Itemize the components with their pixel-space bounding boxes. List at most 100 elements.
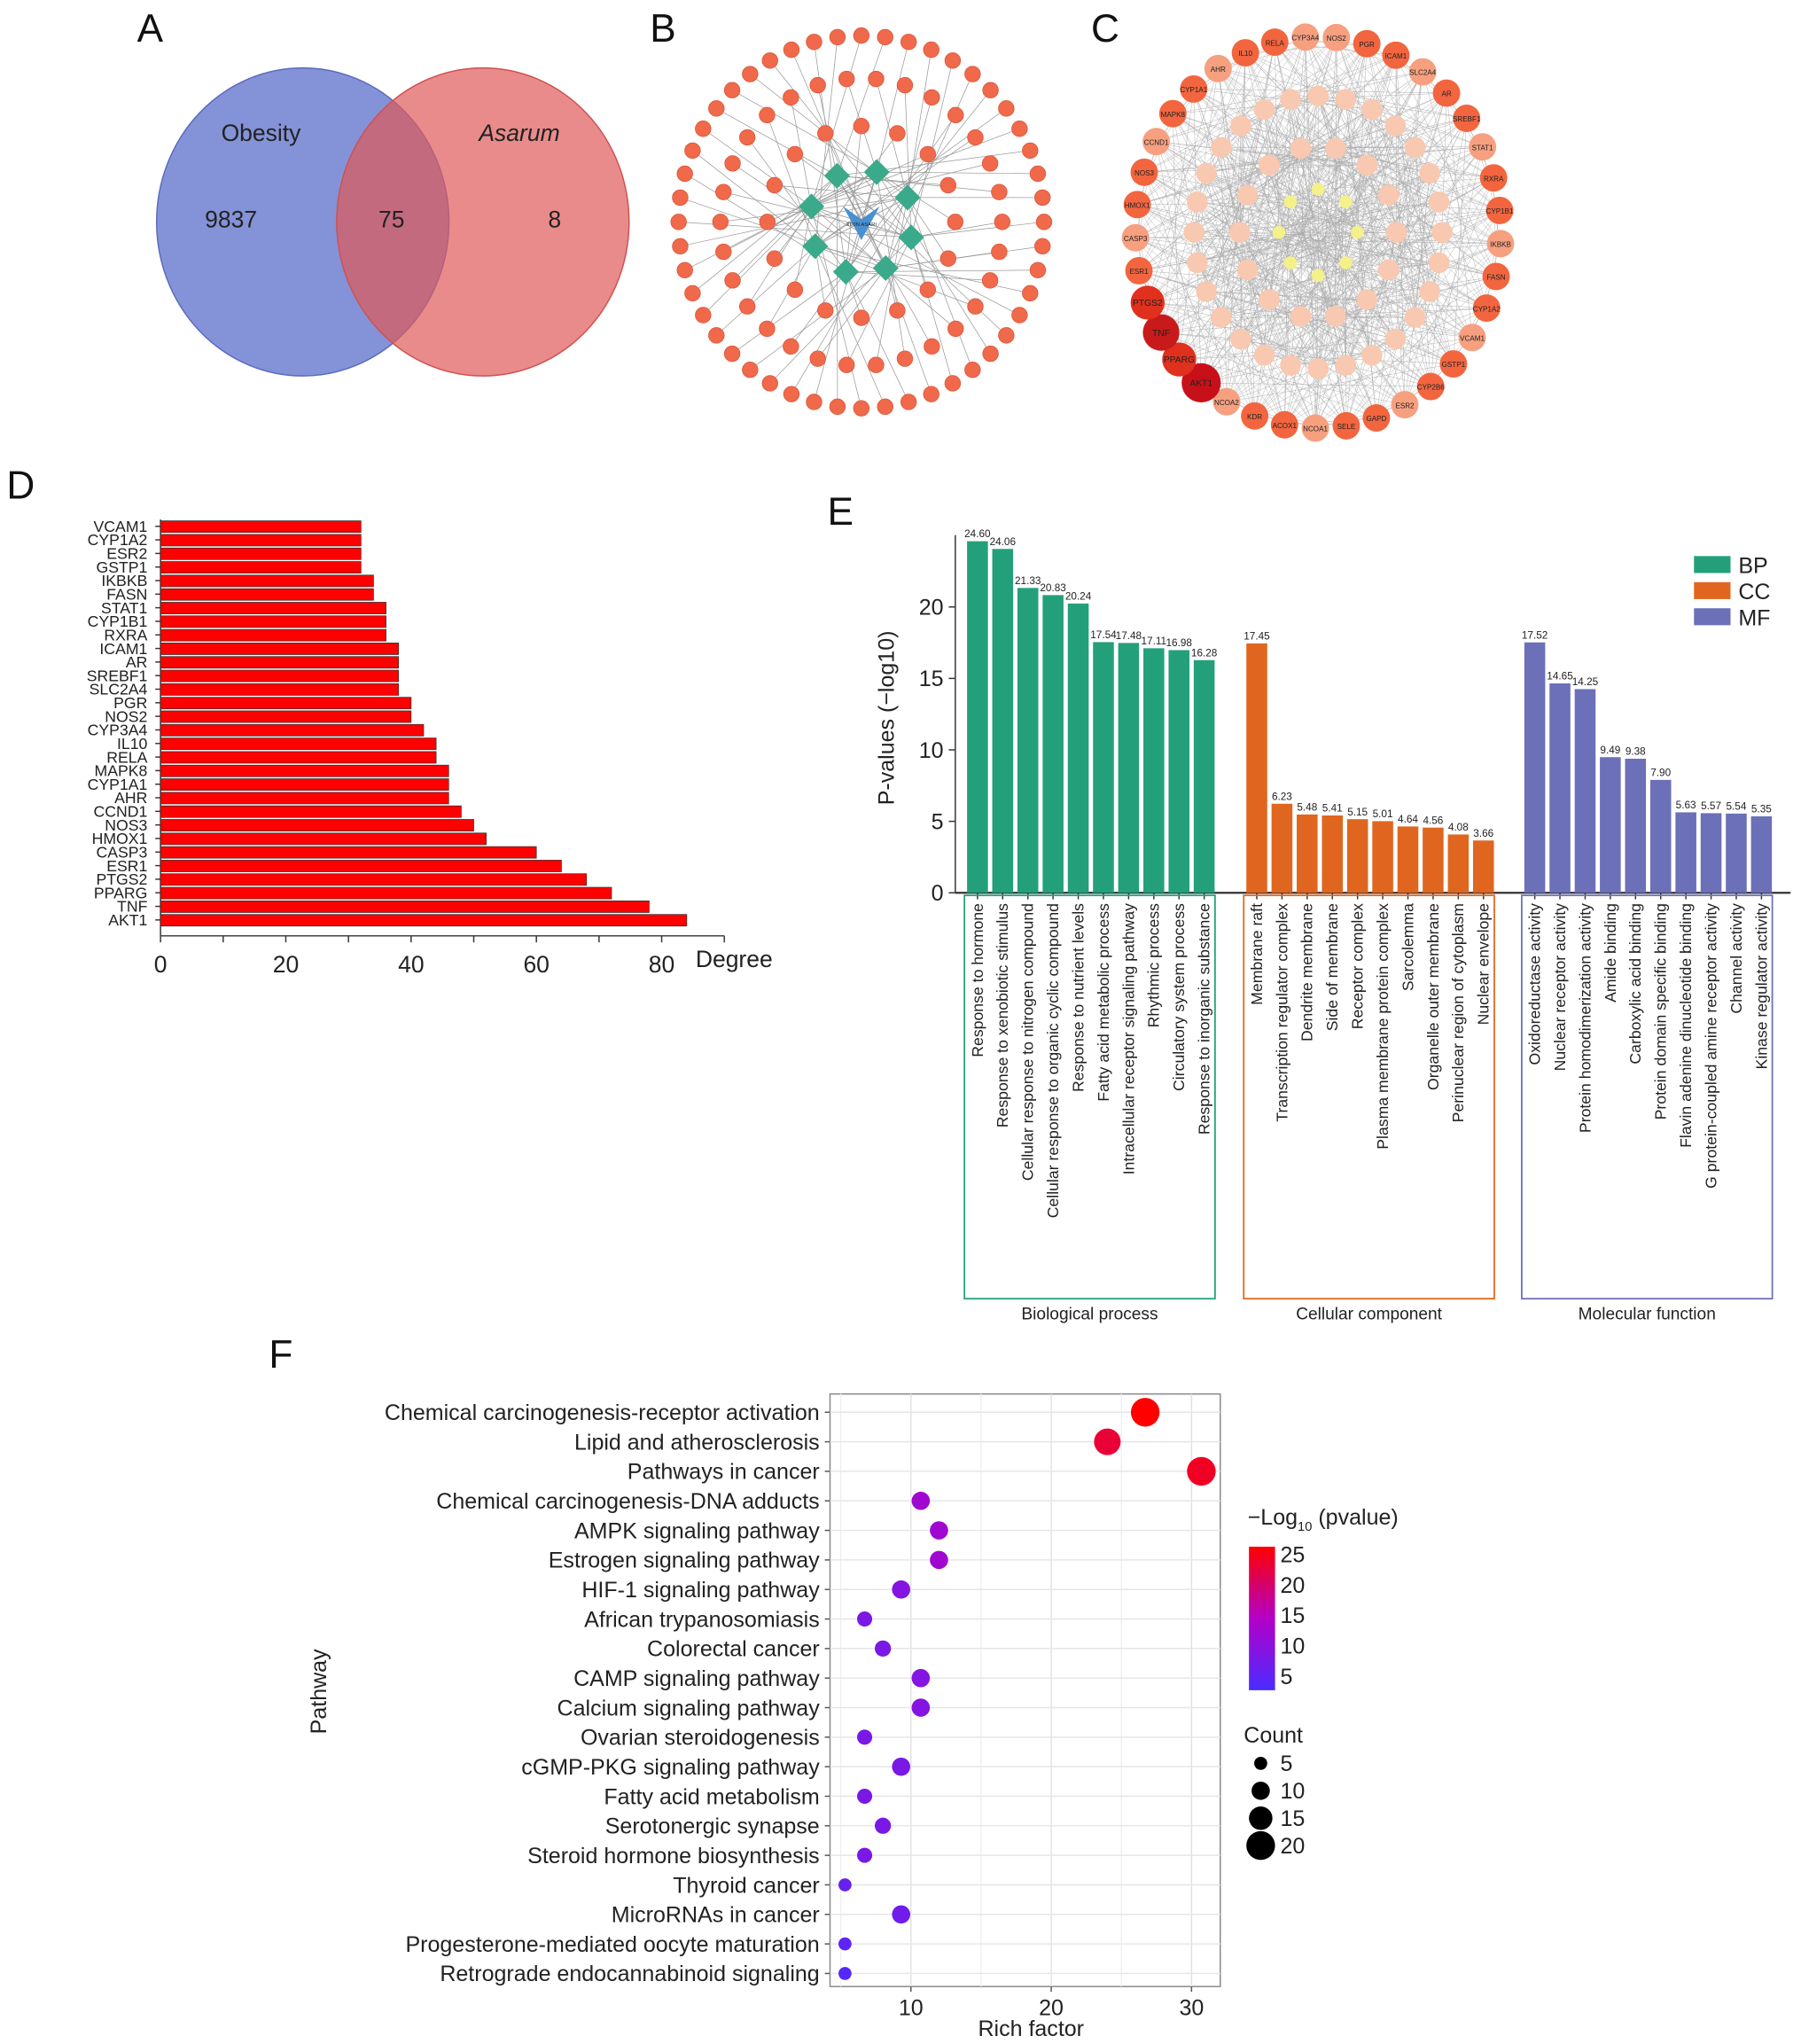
category-label: Channel activity xyxy=(1727,903,1745,1014)
hub-node-label: AR xyxy=(1441,90,1451,98)
inner-node xyxy=(1356,289,1378,310)
target-node xyxy=(896,76,914,94)
data-point xyxy=(911,1491,931,1510)
y-tick-label: RELA xyxy=(106,748,147,766)
network-edge xyxy=(1239,232,1301,317)
target-node xyxy=(1011,307,1028,324)
hub-node-label: STAT1 xyxy=(1472,144,1493,152)
color-bar xyxy=(1249,1546,1275,1690)
hub-node-label: PTGS2 xyxy=(1133,299,1163,308)
pathway-label: Steroid hormone biosynthesis xyxy=(527,1844,820,1868)
network-edge xyxy=(774,184,908,199)
network-edge xyxy=(1245,52,1483,147)
inner-node xyxy=(1325,137,1346,160)
x-tick-label: 20 xyxy=(273,951,299,978)
target-node xyxy=(806,394,823,410)
category-label: Transcription regulator complex xyxy=(1273,903,1290,1122)
target-node xyxy=(708,100,725,117)
y-tick-label: 0 xyxy=(932,881,944,906)
network-edge xyxy=(1367,291,1431,300)
network-edge xyxy=(1345,99,1487,308)
inner-node xyxy=(1339,256,1353,269)
hub-node xyxy=(1212,387,1241,416)
y-tick-label: RXRA xyxy=(104,626,147,644)
bar xyxy=(160,832,487,846)
hub-node-label: TNF xyxy=(1152,329,1170,339)
bar-value-label: 5.15 xyxy=(1347,807,1368,818)
legend-label: CC xyxy=(1738,580,1770,605)
bar xyxy=(160,723,425,737)
hub-node xyxy=(1260,28,1289,57)
inner-node xyxy=(1187,252,1208,274)
hub-node-label: ESR2 xyxy=(1395,402,1415,410)
size-legend-dot xyxy=(1246,1830,1275,1861)
hub-node xyxy=(1142,314,1180,351)
legend-title-part: −Log xyxy=(1248,1505,1298,1530)
inner-node xyxy=(1325,306,1346,327)
network-edge xyxy=(1314,125,1396,429)
inner-node xyxy=(1419,281,1440,302)
y-tick-label: PGR xyxy=(113,694,147,712)
data-point xyxy=(1130,1398,1160,1427)
bar-mf xyxy=(1549,683,1571,893)
network-edge xyxy=(1247,201,1291,270)
y-tick-label: SREBF1 xyxy=(87,667,148,684)
network-edge xyxy=(1371,109,1443,233)
target-node xyxy=(684,285,701,302)
bar xyxy=(160,710,412,723)
network-edge xyxy=(1357,146,1483,233)
network-edge xyxy=(1371,291,1431,355)
network-edge xyxy=(794,206,812,290)
network-edge xyxy=(767,171,877,222)
y-tick-label: IKBKB xyxy=(101,572,147,589)
bar-value-label: 5.57 xyxy=(1701,800,1721,812)
inner-node xyxy=(1230,115,1251,137)
inner-node xyxy=(1335,355,1357,376)
pathway-label: cGMP-PKG signaling pathway xyxy=(521,1755,820,1780)
inner-node xyxy=(1290,306,1312,327)
target-node xyxy=(998,100,1015,117)
target-node xyxy=(712,214,729,230)
network-edge xyxy=(1179,359,1406,405)
target-node xyxy=(967,298,984,315)
target-node xyxy=(766,176,784,194)
y-tick-label: SLC2A4 xyxy=(90,681,148,698)
network-edge xyxy=(1345,243,1501,426)
inner-node xyxy=(1236,184,1259,206)
bar xyxy=(160,547,362,560)
network-edge xyxy=(1290,99,1346,263)
network-edge xyxy=(1197,173,1207,263)
hub-node-label: SLC2A4 xyxy=(1409,69,1437,77)
legend-label: BP xyxy=(1738,553,1767,578)
network-edge xyxy=(1415,147,1431,292)
network-edge xyxy=(1275,42,1337,316)
network-edge xyxy=(1345,316,1415,366)
network-edge xyxy=(1218,36,1306,69)
network-edge xyxy=(1318,339,1396,370)
venn-count-obesity: 9837 xyxy=(205,206,257,232)
network-edge xyxy=(1247,194,1291,366)
hub-node xyxy=(1241,402,1269,430)
category-label: Membrane raft xyxy=(1248,903,1266,1005)
category-label: Amide binding xyxy=(1602,903,1619,1002)
network-edge xyxy=(876,42,909,173)
hub-node xyxy=(1486,230,1515,258)
network-edge xyxy=(1239,148,1301,233)
y-tick-label: 10 xyxy=(919,738,944,763)
inner-node xyxy=(1351,225,1364,239)
degree-bar-chart: VCAM1CYP1A2ESR2GSTP1IKBKBFASNSTAT1CYP1B1… xyxy=(87,518,773,978)
network-edge xyxy=(1367,165,1431,387)
network-edge xyxy=(1156,141,1202,383)
hub-node-label: GSTP1 xyxy=(1442,361,1466,369)
category-label: Protein domain specific binding xyxy=(1652,903,1670,1120)
bar-value-label: 17.54 xyxy=(1090,629,1117,641)
network-edge xyxy=(1138,172,1145,271)
network-edge xyxy=(1395,125,1439,203)
target-node xyxy=(868,70,885,88)
hub-node-label: NOS3 xyxy=(1134,169,1155,177)
pathway-label: AMPK signaling pathway xyxy=(574,1518,820,1543)
x-tick-label: 30 xyxy=(1179,1996,1204,2021)
bar-value-label: 20.83 xyxy=(1040,582,1066,594)
pathway-label: Progesterone-mediated oocyte maturation xyxy=(405,1932,819,1957)
network-edge xyxy=(1240,189,1319,339)
